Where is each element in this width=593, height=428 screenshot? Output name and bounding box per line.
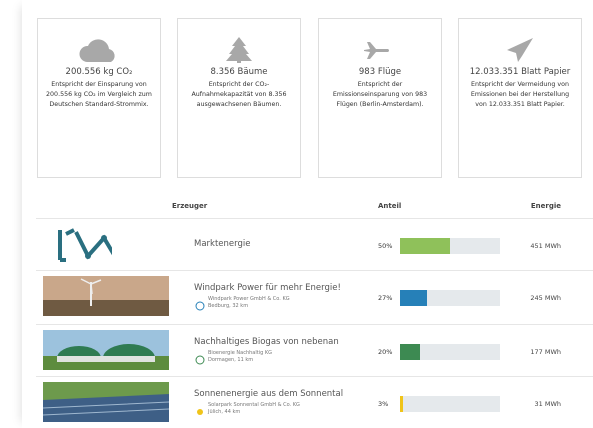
cloud-icon (79, 39, 115, 62)
producer-name: Sonnenenergie aus dem Sonnental (194, 389, 344, 399)
market-logo (52, 224, 118, 268)
card-title: 983 Flüge (358, 67, 402, 77)
table-row: Nachhaltiges Biogas von nebenan Bioenergi… (36, 324, 593, 375)
producer-image (42, 382, 170, 426)
company: Bioenergie Nachhaltig KG (208, 350, 273, 356)
share-label: 27% (378, 294, 393, 302)
producer-icon (195, 350, 205, 369)
card: 8.356 Bäume Entspricht der CO₂-Aufnahmek… (177, 18, 301, 178)
card-text: Entspricht der Emissionseinsparung von 9… (332, 81, 428, 108)
location: Jülich, 44 km (208, 409, 241, 415)
share-label: 50% (378, 242, 393, 250)
energy: 451 MWh (530, 242, 561, 250)
location: Bedburg, 32 km (208, 303, 249, 309)
energy: 245 MWh (530, 294, 561, 302)
table-row: Sonnenenergie aus dem Sonnental Solarpark… (36, 376, 593, 427)
producer-image (43, 276, 169, 320)
card-title: 200.556 kg CO₂ (65, 67, 133, 77)
company: Windpark Power GmbH & Co. KG (208, 296, 290, 302)
producer-image (43, 330, 169, 374)
table-row: Marktenergie 50% 451 MWh (36, 218, 593, 269)
location: Dormagen, 11 km (208, 357, 254, 363)
share-track (400, 396, 500, 412)
producer-name: Windpark Power für mehr Energie! (194, 283, 341, 293)
producer-icon (195, 296, 205, 315)
producer-name: Nachhaltiges Biogas von nebenan (194, 337, 339, 347)
paper-plane-icon (507, 38, 533, 62)
share-bar (400, 344, 420, 360)
producer-icon (195, 402, 205, 421)
plane-icon (364, 42, 390, 59)
share-bar (400, 290, 427, 306)
energy: 31 MWh (534, 400, 562, 408)
card: 983 Flüge Entspricht der Emissionseinspa… (318, 18, 442, 178)
share-track (400, 290, 500, 306)
column-header: Erzeuger (172, 202, 208, 210)
card-title: 12.033.351 Blatt Papier (469, 67, 571, 77)
card: 200.556 kg CO₂ Entspricht der Einsparung… (37, 18, 161, 178)
card-text: Entspricht der Einsparung von 200.556 kg… (46, 81, 152, 108)
card-text: Entspricht der CO₂-Aufnahmekapazität von… (191, 81, 287, 108)
share-label: 3% (378, 400, 389, 408)
card: 12.033.351 Blatt Papier Entspricht der V… (458, 18, 582, 178)
table-row: Windpark Power für mehr Energie! Windpark… (36, 270, 593, 321)
share-track (400, 238, 500, 254)
tree-icon (226, 37, 252, 63)
column-header: Energie (530, 202, 561, 210)
share-label: 20% (378, 348, 393, 356)
column-header: Anteil (378, 202, 402, 210)
card-text: Entspricht der Vermeidung von Emissionen… (470, 81, 570, 108)
company: Solarpark Sonnental GmbH & Co. KG (208, 402, 300, 408)
panel: 200.556 kg CO₂ Entspricht der Einsparung… (22, 0, 593, 428)
producer-name: Marktenergie (194, 239, 251, 249)
card-title: 8.356 Bäume (210, 67, 268, 77)
share-bar (400, 396, 403, 412)
share-track (400, 344, 500, 360)
share-bar (400, 238, 450, 254)
energy: 177 MWh (530, 348, 561, 356)
